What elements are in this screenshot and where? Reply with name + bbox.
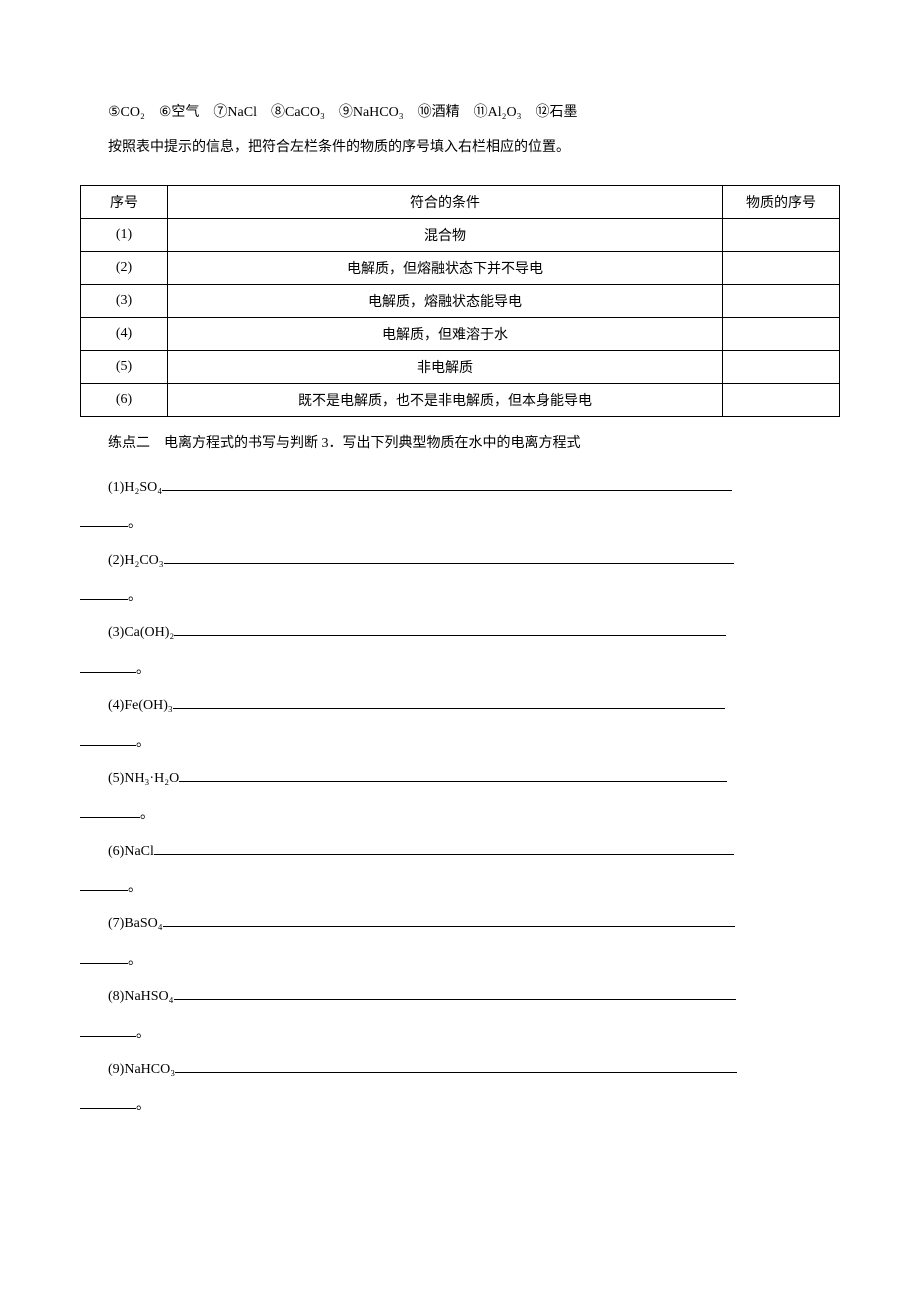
period: 。: [128, 953, 142, 968]
questions-container: (1)H₂SO₄ 。 (2)H₂CO₃ 。 (3)Ca(OH)₂ 。 (4)Fe(OH)₃ 。…: [80, 470, 840, 1125]
row-answer-blank[interactable]: [723, 318, 840, 351]
question-tail: 。: [80, 943, 840, 979]
row-index: (1): [81, 219, 168, 252]
formula: BaSO₄: [124, 916, 162, 931]
header-condition: 符合的条件: [168, 186, 723, 219]
table-row: (1) 混合物: [81, 219, 840, 252]
row-condition: 电解质，但熔融状态下并不导电: [168, 252, 723, 285]
answer-blank-short[interactable]: [80, 658, 136, 673]
question-line: (9)NaHCO₃: [80, 1052, 840, 1088]
question-line: (5)NH₃·H₂O: [80, 761, 840, 797]
row-condition: 电解质，但难溶于水: [168, 318, 723, 351]
conditions-table: 序号 符合的条件 物质的序号 (1) 混合物 (2) 电解质，但熔融状态下并不导…: [80, 185, 840, 417]
table-header-row: 序号 符合的条件 物质的序号: [81, 186, 840, 219]
header-index: 序号: [81, 186, 168, 219]
question-tail: 。: [80, 725, 840, 761]
table-row: (2) 电解质，但熔融状态下并不导电: [81, 252, 840, 285]
question-number: (8): [108, 989, 124, 1004]
question-number: (3): [108, 625, 124, 640]
substance-list: ⑤CO₂ ⑥空气 ⑦NaCl ⑧CaCO₃ ⑨NaHCO₃ ⑩酒精 ⑪Al₂O₃…: [80, 100, 840, 127]
answer-blank-short[interactable]: [80, 1022, 136, 1037]
question-tail: 。: [80, 1088, 840, 1124]
question-line: (1)H₂SO₄: [80, 470, 840, 506]
formula: H₂SO₄: [124, 480, 162, 495]
row-index: (2): [81, 252, 168, 285]
question-line: (7)BaSO₄: [80, 906, 840, 942]
question-tail: 。: [80, 797, 840, 833]
period: 。: [140, 807, 154, 822]
row-condition: 电解质，熔融状态能导电: [168, 285, 723, 318]
period: 。: [136, 735, 150, 750]
question-number: (7): [108, 916, 124, 931]
formula: H₂CO₃: [124, 553, 163, 568]
question-tail: 。: [80, 1016, 840, 1052]
formula: Ca(OH)₂: [124, 625, 174, 640]
row-answer-blank[interactable]: [723, 219, 840, 252]
row-index: (4): [81, 318, 168, 351]
question-line: (2)H₂CO₃: [80, 543, 840, 579]
formula: NH₃·H₂O: [124, 771, 179, 786]
instruction-text: 按照表中提示的信息，把符合左栏条件的物质的序号填入右栏相应的位置。: [80, 135, 840, 162]
period: 。: [136, 1026, 150, 1041]
question-line: (4)Fe(OH)₃: [80, 688, 840, 724]
question-number: (2): [108, 553, 124, 568]
row-answer-blank[interactable]: [723, 384, 840, 417]
question-number: (4): [108, 698, 124, 713]
answer-blank-short[interactable]: [80, 949, 128, 964]
table-row: (4) 电解质，但难溶于水: [81, 318, 840, 351]
row-index: (6): [81, 384, 168, 417]
question-tail: 。: [80, 870, 840, 906]
answer-blank-short[interactable]: [80, 803, 140, 818]
period: 。: [136, 1098, 150, 1113]
answer-blank-long[interactable]: [162, 476, 732, 491]
answer-blank-short[interactable]: [80, 1094, 136, 1109]
answer-blank-short[interactable]: [80, 876, 128, 891]
question-number: (1): [108, 480, 124, 495]
question-tail: 。: [80, 506, 840, 542]
answer-blank-short[interactable]: [80, 731, 136, 746]
question-line: (3)Ca(OH)₂: [80, 615, 840, 651]
answer-blank-long[interactable]: [175, 1058, 737, 1073]
answer-blank-long[interactable]: [173, 694, 725, 709]
answer-blank-long[interactable]: [154, 840, 734, 855]
formula: Fe(OH)₃: [124, 698, 172, 713]
question-number: (9): [108, 1062, 124, 1077]
period: 。: [128, 880, 142, 895]
question-tail: 。: [80, 579, 840, 615]
formula: NaHCO₃: [124, 1062, 175, 1077]
header-answer: 物质的序号: [723, 186, 840, 219]
table-row: (6) 既不是电解质，也不是非电解质，但本身能导电: [81, 384, 840, 417]
page: ⑤CO₂ ⑥空气 ⑦NaCl ⑧CaCO₃ ⑨NaHCO₃ ⑩酒精 ⑪Al₂O₃…: [0, 0, 920, 1185]
row-answer-blank[interactable]: [723, 285, 840, 318]
formula: NaHSO₄: [124, 989, 173, 1004]
row-condition: 非电解质: [168, 351, 723, 384]
answer-blank-long[interactable]: [163, 912, 735, 927]
row-condition: 混合物: [168, 219, 723, 252]
answer-blank-long[interactable]: [179, 767, 727, 782]
row-condition: 既不是电解质，也不是非电解质，但本身能导电: [168, 384, 723, 417]
table-row: (5) 非电解质: [81, 351, 840, 384]
period: 。: [128, 589, 142, 604]
row-answer-blank[interactable]: [723, 252, 840, 285]
question-line: (6)NaCl: [80, 834, 840, 870]
answer-blank-long[interactable]: [174, 621, 726, 636]
row-answer-blank[interactable]: [723, 351, 840, 384]
question-number: (6): [108, 844, 124, 859]
question-number: (5): [108, 771, 124, 786]
question-line: (8)NaHSO₄: [80, 979, 840, 1015]
period: 。: [136, 662, 150, 677]
period: 。: [128, 516, 142, 531]
formula: NaCl: [124, 844, 154, 859]
answer-blank-short[interactable]: [80, 585, 128, 600]
answer-blank-long[interactable]: [174, 985, 736, 1000]
table-row: (3) 电解质，熔融状态能导电: [81, 285, 840, 318]
row-index: (5): [81, 351, 168, 384]
answer-blank-short[interactable]: [80, 512, 128, 527]
answer-blank-long[interactable]: [164, 549, 734, 564]
row-index: (3): [81, 285, 168, 318]
question-tail: 。: [80, 652, 840, 688]
section2-title: 练点二 电离方程式的书写与判断 3．写出下列典型物质在水中的电离方程式: [80, 431, 840, 458]
